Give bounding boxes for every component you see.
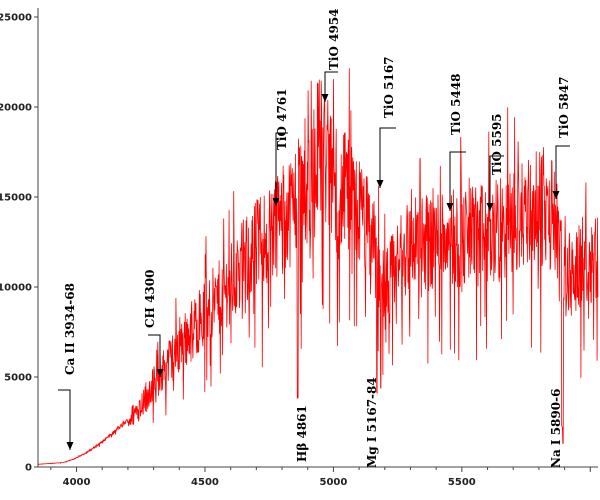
band-leader — [449, 151, 466, 211]
annotations: Ca II 3934-68 CH 4300 TiO 4761 TiO 4954 TiO … — [58, 8, 571, 468]
y-tick-label: 20000 — [0, 103, 32, 114]
band-arrowhead — [552, 191, 560, 199]
band-label: TiO 4954 — [327, 8, 341, 70]
plot-area — [37, 68, 599, 465]
annotation-arrowhead — [156, 369, 164, 377]
x-tick-label: 4000 — [63, 477, 91, 488]
band-arrowhead — [376, 180, 384, 188]
y-tick-label: 5000 — [4, 373, 32, 384]
band-arrowhead — [446, 203, 454, 211]
y-tick-label: 0 — [25, 463, 32, 474]
band-label: TiO 5847 — [557, 76, 571, 138]
band-arrowhead — [272, 198, 280, 206]
x-tick-label: 5000 — [319, 477, 347, 488]
annotation-arrowhead — [66, 442, 74, 450]
y-tick-label: 25000 — [0, 13, 32, 24]
y-tick-label: 15000 — [0, 193, 32, 204]
line-label-mg: Mg I 5167-84 — [365, 377, 379, 468]
band-arrowhead — [486, 203, 494, 211]
annotation-label: Ca II 3934-68 — [63, 283, 77, 375]
annotation-leader — [148, 334, 161, 377]
x-tick-label: 4500 — [191, 477, 219, 488]
chart-axes: 0 5000 10000 15000 20000 25000 4000 4500 5000 550… — [0, 8, 598, 488]
line-label-na: Na I 5890-6 — [549, 389, 563, 468]
band-label: TiO 4761 — [275, 88, 289, 150]
band-label: TiO 5595 — [490, 113, 504, 175]
band-leader — [324, 71, 338, 102]
band-leader — [379, 127, 396, 188]
band-leader — [275, 132, 288, 206]
spectrum-line — [37, 68, 599, 465]
band-label: TiO 5167 — [382, 56, 396, 118]
x-tick-label: 5500 — [448, 477, 476, 488]
band-leader — [555, 145, 570, 199]
line-label-hbeta: Hβ 4861 — [295, 405, 309, 462]
annotation-label: CH 4300 — [143, 270, 157, 328]
band-arrowhead — [321, 94, 329, 102]
band-label: TiO 5448 — [449, 73, 463, 135]
band-leader — [489, 155, 504, 211]
y-tick-label: 10000 — [0, 283, 32, 294]
annotation-leader — [58, 389, 71, 450]
